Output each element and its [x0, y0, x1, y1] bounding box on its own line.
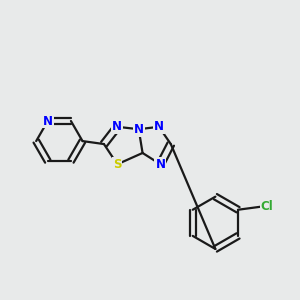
Text: N: N — [154, 120, 164, 133]
Text: Cl: Cl — [260, 200, 273, 213]
Text: N: N — [43, 115, 53, 128]
Text: N: N — [155, 158, 165, 171]
Text: S: S — [113, 158, 122, 171]
Text: N: N — [112, 120, 122, 133]
Text: N: N — [134, 123, 144, 136]
